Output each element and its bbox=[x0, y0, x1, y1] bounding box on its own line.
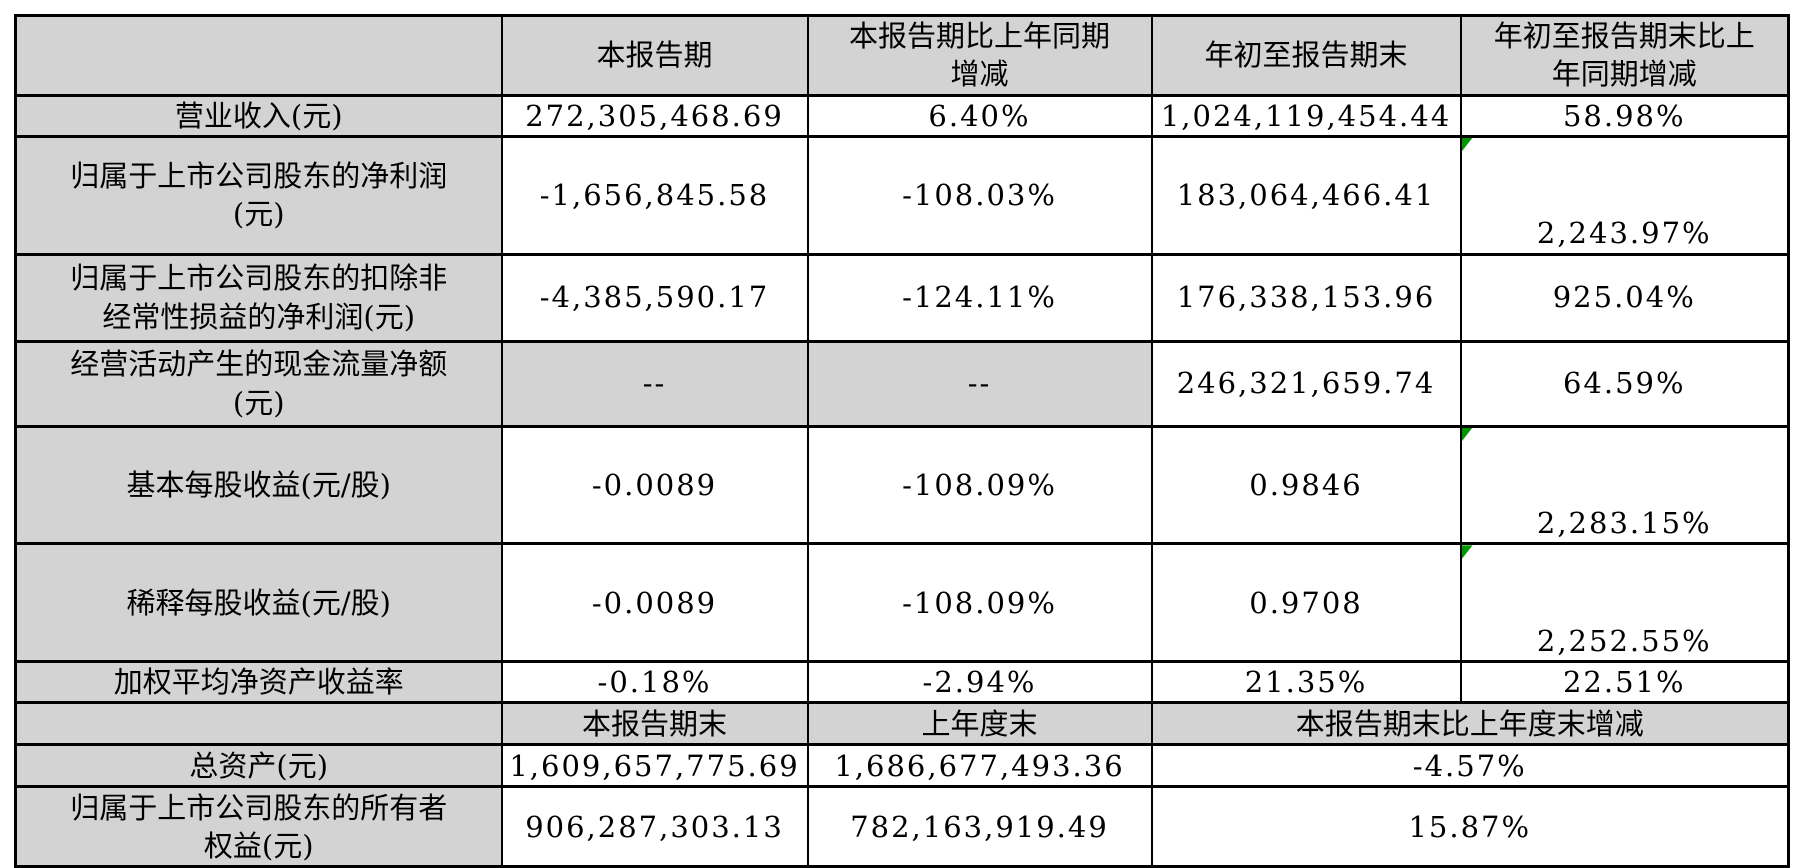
owners-equity-end-of-last-year: 782,163,919.49 bbox=[806, 785, 1153, 868]
weighted-roe-yoy-change: -2.94% bbox=[806, 660, 1153, 705]
revenue-label: 营业收入(元) bbox=[14, 93, 503, 138]
cash-flow-ytd-yoy-change: 64.59% bbox=[1459, 339, 1790, 428]
net-profit-label: 归属于上市公司股东的净利润 (元) bbox=[14, 134, 503, 256]
owners-equity-label: 归属于上市公司股东的所有者 权益(元) bbox=[14, 785, 503, 868]
basic-eps-ytd-yoy-value: 2,283.15% bbox=[1536, 506, 1712, 541]
cash-flow-current-period: -- bbox=[500, 339, 809, 428]
header-yoy-change: 本报告期比上年同期 增减 bbox=[806, 14, 1153, 97]
header-current-period: 本报告期 bbox=[500, 14, 809, 97]
weighted-roe-label: 加权平均净资产收益率 bbox=[14, 660, 503, 705]
basic-eps-ytd-yoy-change: 2,283.15% bbox=[1459, 424, 1790, 546]
diluted-eps-current-period: -0.0089 bbox=[500, 542, 809, 664]
green-corner-flag-icon bbox=[1462, 546, 1473, 560]
weighted-roe-current-period: -0.18% bbox=[500, 660, 809, 705]
owners-equity-change: 15.87% bbox=[1150, 785, 1790, 868]
revenue-ytd-yoy-change: 58.98% bbox=[1459, 93, 1790, 138]
net-profit-ytd-yoy-value: 2,243.97% bbox=[1536, 216, 1712, 251]
basic-eps-label: 基本每股收益(元/股) bbox=[14, 424, 503, 546]
total-assets-end-of-period: 1,609,657,775.69 bbox=[500, 743, 809, 789]
cash-flow-label: 经营活动产生的现金流量净额 (元) bbox=[14, 339, 503, 428]
row-owners-equity: 归属于上市公司股东的所有者 权益(元) 906,287,303.13 782,1… bbox=[14, 785, 1790, 868]
revenue-current-period: 272,305,468.69 bbox=[500, 93, 809, 138]
header-end-of-last-year: 上年度末 bbox=[806, 701, 1153, 747]
net-profit-excl-yoy-change: -124.11% bbox=[806, 252, 1153, 343]
diluted-eps-yoy-change: -108.09% bbox=[806, 542, 1153, 664]
weighted-roe-ytd-yoy-change: 22.51% bbox=[1459, 660, 1790, 705]
revenue-yoy-change: 6.40% bbox=[806, 93, 1153, 138]
row-operating-cash-flow: 经营活动产生的现金流量净额 (元) -- -- 246,321,659.74 6… bbox=[14, 339, 1790, 428]
total-assets-label: 总资产(元) bbox=[14, 743, 503, 789]
row-net-profit: 归属于上市公司股东的净利润 (元) -1,656,845.58 -108.03%… bbox=[14, 134, 1790, 256]
green-corner-flag-icon bbox=[1462, 139, 1473, 152]
row-basic-eps: 基本每股收益(元/股) -0.0089 -108.09% 0.9846 2,28… bbox=[14, 424, 1790, 546]
cash-flow-year-to-date: 246,321,659.74 bbox=[1150, 339, 1462, 428]
basic-eps-yoy-change: -108.09% bbox=[806, 424, 1153, 546]
diluted-eps-ytd-yoy-change: 2,252.55% bbox=[1459, 542, 1790, 664]
net-profit-yoy-change: -108.03% bbox=[806, 134, 1153, 256]
row-diluted-eps: 稀释每股收益(元/股) -0.0089 -108.09% 0.9708 2,25… bbox=[14, 542, 1790, 664]
weighted-roe-year-to-date: 21.35% bbox=[1150, 660, 1462, 705]
header-year-to-date: 年初至报告期末 bbox=[1150, 14, 1462, 97]
diluted-eps-ytd-yoy-value: 2,252.55% bbox=[1536, 623, 1712, 658]
total-assets-end-of-last-year: 1,686,677,493.36 bbox=[806, 743, 1153, 789]
net-profit-current-period: -1,656,845.58 bbox=[500, 134, 809, 256]
header-row-period: 本报告期 本报告期比上年同期 增减 年初至报告期末 年初至报告期末比上 年同期增… bbox=[14, 14, 1790, 97]
net-profit-ytd-yoy-change: 2,243.97% bbox=[1459, 134, 1790, 256]
revenue-year-to-date: 1,024,119,454.44 bbox=[1150, 93, 1462, 138]
cash-flow-yoy-change: -- bbox=[806, 339, 1153, 428]
net-profit-excl-ytd-yoy-change: 925.04% bbox=[1459, 252, 1790, 343]
green-corner-flag-icon bbox=[1462, 429, 1473, 442]
basic-eps-year-to-date: 0.9846 bbox=[1150, 424, 1462, 546]
net-profit-excl-label: 归属于上市公司股东的扣除非 经常性损益的净利润(元) bbox=[14, 252, 503, 343]
header-ytd-yoy-change: 年初至报告期末比上 年同期增减 bbox=[1459, 14, 1790, 97]
diluted-eps-label: 稀释每股收益(元/股) bbox=[14, 542, 503, 664]
row-weighted-roe: 加权平均净资产收益率 -0.18% -2.94% 21.35% 22.51% bbox=[14, 660, 1790, 705]
row-revenue: 营业收入(元) 272,305,468.69 6.40% 1,024,119,4… bbox=[14, 93, 1790, 138]
net-profit-excl-current-period: -4,385,590.17 bbox=[500, 252, 809, 343]
basic-eps-current-period: -0.0089 bbox=[500, 424, 809, 546]
header-end-of-period: 本报告期末 bbox=[500, 701, 809, 747]
financial-summary-table: 本报告期 本报告期比上年同期 增减 年初至报告期末 年初至报告期末比上 年同期增… bbox=[14, 14, 1790, 868]
net-profit-excl-year-to-date: 176,338,153.96 bbox=[1150, 252, 1462, 343]
total-assets-change: -4.57% bbox=[1150, 743, 1790, 789]
header-row-balance: 本报告期末 上年度末 本报告期末比上年度末增减 bbox=[14, 701, 1790, 747]
net-profit-year-to-date: 183,064,466.41 bbox=[1150, 134, 1462, 256]
diluted-eps-year-to-date: 0.9708 bbox=[1150, 542, 1462, 664]
header2-blank-cell bbox=[14, 701, 503, 747]
header-period-vs-last-year-change: 本报告期末比上年度末增减 bbox=[1150, 701, 1790, 747]
header-blank-cell bbox=[14, 14, 503, 97]
row-net-profit-excl-nonrecurring: 归属于上市公司股东的扣除非 经常性损益的净利润(元) -4,385,590.17… bbox=[14, 252, 1790, 343]
row-total-assets: 总资产(元) 1,609,657,775.69 1,686,677,493.36… bbox=[14, 743, 1790, 789]
owners-equity-end-of-period: 906,287,303.13 bbox=[500, 785, 809, 868]
